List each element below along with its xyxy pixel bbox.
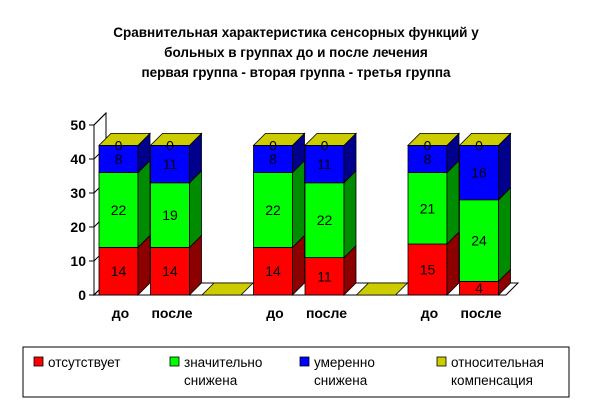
x-tick-label: после <box>306 305 347 321</box>
legend-label: относительная <box>451 355 544 370</box>
legend-swatch <box>299 356 310 367</box>
bar-segment-side <box>446 159 460 245</box>
bar-segment-side <box>343 169 357 259</box>
bar-top-cap <box>407 132 460 146</box>
bar-segment-front <box>253 144 293 173</box>
data-label: 14 <box>162 263 178 279</box>
data-label: 11 <box>163 156 178 172</box>
data-label: 0 <box>166 137 174 153</box>
legend-label: снижена <box>184 373 238 388</box>
chart-title: Сравнительная характеристика сенсорных ф… <box>113 25 479 80</box>
data-label: 19 <box>162 207 178 223</box>
data-label: 22 <box>265 202 281 218</box>
bar-top-cap <box>98 132 151 146</box>
chart-bars: 142280до1419110после142280до1122110после… <box>98 132 512 321</box>
x-tick-label: до <box>421 305 438 321</box>
data-label: 16 <box>471 165 487 181</box>
bar-top-cap <box>304 132 357 146</box>
bar-top-cap <box>149 132 203 146</box>
x-tick-label: после <box>151 305 192 321</box>
bar-segment-front <box>253 172 293 248</box>
bar-segment-front <box>304 144 345 184</box>
y-tick-label: 0 <box>78 287 86 303</box>
data-label: 22 <box>317 212 333 228</box>
legend-label: компенсация <box>451 373 533 388</box>
data-label: 8 <box>269 151 277 167</box>
bar-top-cap <box>458 132 512 146</box>
chart-title-line: больных в группах до и после лечения <box>164 45 428 60</box>
bar-segment-side <box>137 159 151 249</box>
bar-top-cap <box>252 132 306 146</box>
data-label: 0 <box>424 137 432 153</box>
y-tick-label: 20 <box>70 219 86 235</box>
chart-legend: отсутствует значительно снижена умеренно сни… <box>22 346 570 398</box>
data-label: 0 <box>475 137 483 153</box>
empty-plate <box>355 282 409 296</box>
x-tick-label: до <box>266 305 283 321</box>
data-label: 14 <box>111 263 127 279</box>
bar-segment-front <box>407 243 448 296</box>
data-label: 8 <box>424 151 432 167</box>
legend-box <box>22 346 570 398</box>
y-tick-depth <box>93 112 107 126</box>
bar-segment-front <box>459 144 499 201</box>
data-label: 0 <box>269 137 277 153</box>
x-tick-label: до <box>112 305 129 321</box>
x-tick-label: после <box>460 305 501 321</box>
data-label: 14 <box>265 263 281 279</box>
y-tick-label: 50 <box>70 117 86 133</box>
bar-segment-side <box>189 169 202 249</box>
bar-segment-front <box>304 257 345 296</box>
legend-label: отсутствует <box>48 355 120 370</box>
data-label: 21 <box>420 200 436 216</box>
bar-segment-front <box>150 246 190 296</box>
bar-segment-side <box>292 159 305 249</box>
y-tick-label: 40 <box>70 151 86 167</box>
data-label: 22 <box>111 202 127 218</box>
bar-segment-side <box>498 186 511 283</box>
data-label: 24 <box>471 233 487 249</box>
data-label: 11 <box>317 268 332 284</box>
legend-label: снижена <box>314 373 368 388</box>
legend-swatch <box>169 356 180 367</box>
data-label: 15 <box>420 262 436 278</box>
bar-segment-front <box>253 246 293 296</box>
bar-segment-front <box>98 144 139 173</box>
y-tick-label: 30 <box>70 185 86 201</box>
bar-segment-front <box>150 182 190 248</box>
legend-swatch <box>436 356 447 367</box>
y-tick-label: 10 <box>70 253 86 269</box>
data-label: 4 <box>475 280 483 296</box>
data-label: 0 <box>115 137 123 153</box>
empty-plate <box>201 282 254 296</box>
data-label: 11 <box>317 156 332 172</box>
legend-label: значительно <box>184 355 262 370</box>
legend-swatch <box>33 356 44 367</box>
data-label: 8 <box>115 151 123 167</box>
chart-title-line: Сравнительная характеристика сенсорных ф… <box>113 25 479 40</box>
legend-label: умеренно <box>314 355 375 370</box>
data-label: 0 <box>321 137 329 153</box>
chart-title-line: первая группа - вторая группа - третья г… <box>141 65 451 80</box>
